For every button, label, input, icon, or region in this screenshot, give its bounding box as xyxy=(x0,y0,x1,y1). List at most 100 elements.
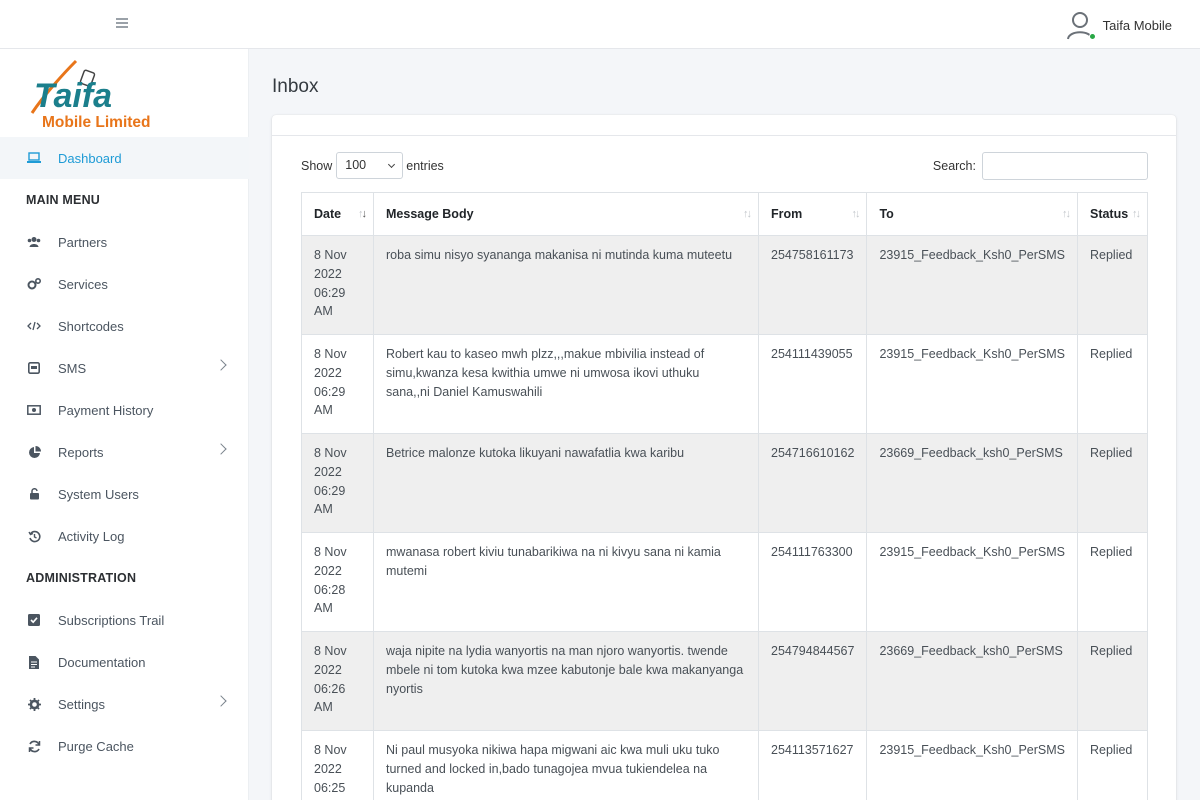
sidebar-item-label: Reports xyxy=(58,444,104,460)
column-header-date[interactable]: Date ↑↓ xyxy=(301,192,374,236)
search-label: Search: xyxy=(932,159,976,173)
cell-from: 254758161173 xyxy=(757,235,868,335)
sidebar-item-documentation[interactable]: Documentation xyxy=(0,641,249,683)
chevron-right-icon xyxy=(215,695,227,707)
user-name[interactable]: Taifa Mobile xyxy=(1102,17,1172,33)
sidebar-item-label: Documentation xyxy=(58,654,146,670)
cell-from: 254716610162 xyxy=(757,433,868,533)
sidebar-item-settings[interactable]: Settings xyxy=(0,683,249,725)
cell-date: 8 Nov 2022 06:29 AM xyxy=(301,235,374,335)
table-row: 8 Nov 2022 06:26 AM waja nipite na lydia… xyxy=(301,631,1149,731)
laptop-icon xyxy=(26,150,42,166)
table-search: Search: xyxy=(933,152,1148,180)
cell-message-body: roba simu nisyo syananga makanisa ni mut… xyxy=(373,235,759,335)
sidebar-item-label: Services xyxy=(58,276,108,292)
column-header-message-body[interactable]: Message Body ↑↓ xyxy=(373,192,759,236)
online-status-dot xyxy=(1088,33,1096,40)
table-header-row: Date ↑↓ Message Body ↑↓ From ↑↓ To ↑↓ Status… xyxy=(301,192,1149,236)
sidebar-item-sms[interactable]: SMS xyxy=(0,347,249,389)
sidebar-item-label: Shortcodes xyxy=(58,318,124,334)
menu-toggle-icon[interactable] xyxy=(114,16,130,32)
gear-icon xyxy=(26,696,42,712)
chevron-down-icon xyxy=(388,160,396,169)
cell-to: 23915_Feedback_Ksh0_PerSMS xyxy=(866,334,1078,434)
cell-message-body: waja nipite na lydia wanyortis na man nj… xyxy=(373,631,759,731)
cell-from: 254111763300 xyxy=(757,532,868,632)
table-row: 8 Nov 2022 06:29 AM roba simu nisyo syan… xyxy=(301,235,1149,335)
file-icon xyxy=(26,654,42,670)
cogs-icon xyxy=(26,276,42,292)
cell-to: 23915_Feedback_Ksh0_PerSMS xyxy=(866,532,1078,632)
sidebar-item-dashboard[interactable]: Dashboard xyxy=(0,137,249,179)
cell-date: 8 Nov 2022 06:29 AM xyxy=(301,334,374,434)
column-header-from[interactable]: From ↑↓ xyxy=(757,192,868,236)
cell-status: Replied xyxy=(1076,631,1149,731)
sort-icon: ↑↓ xyxy=(1132,208,1141,220)
cell-date: 8 Nov 2022 06:28 AM xyxy=(301,532,374,632)
sidebar-item-partners[interactable]: Partners xyxy=(0,221,249,263)
entries-label: entries xyxy=(406,158,444,173)
sidebar-item-reports[interactable]: Reports xyxy=(0,431,249,473)
search-input[interactable] xyxy=(982,152,1148,180)
cell-message-body: Robert kau to kaseo mwh plzz,,,makue mbi… xyxy=(373,334,759,434)
sidebar-item-label: Purge Cache xyxy=(58,738,134,754)
sidebar-item-system-users[interactable]: System Users xyxy=(0,473,249,515)
column-header-to[interactable]: To ↑↓ xyxy=(866,192,1078,236)
sidebar-item-label: Partners xyxy=(58,234,108,250)
cell-to: 23669_Feedback_ksh0_PerSMS xyxy=(866,631,1078,731)
user-menu[interactable]: Taifa Mobile xyxy=(1065,10,1172,40)
table-row: 8 Nov 2022 06:28 AM mwanasa robert kiviu… xyxy=(301,532,1149,632)
sidebar-item-label: System Users xyxy=(58,486,139,502)
users-icon xyxy=(26,234,42,250)
entries-select-value: 100 xyxy=(345,158,367,172)
logo-text-sub: Mobile Limited xyxy=(42,114,151,131)
cell-to: 23915_Feedback_Ksh0_PerSMS xyxy=(866,730,1078,800)
logo-text-main: Taifa xyxy=(34,77,112,115)
cell-date: 8 Nov 2022 06:29 AM xyxy=(301,433,374,533)
page-title: Inbox xyxy=(272,76,319,97)
chevron-right-icon xyxy=(215,359,227,371)
pie-chart-icon xyxy=(26,444,42,460)
chevron-right-icon xyxy=(215,443,227,455)
card-header xyxy=(272,115,1176,136)
cell-message-body: Betrice malonze kutoka likuyani nawafatl… xyxy=(373,433,759,533)
column-header-status[interactable]: Status ↑↓ xyxy=(1076,192,1149,236)
cell-status: Replied xyxy=(1076,532,1149,632)
cell-from: 254113571627 xyxy=(757,730,868,800)
cell-message-body: mwanasa robert kiviu tunabarikiwa na ni … xyxy=(373,532,759,632)
money-icon xyxy=(26,402,42,418)
sidebar-item-shortcodes[interactable]: Shortcodes xyxy=(0,305,249,347)
cell-from: 254794844567 xyxy=(757,631,868,731)
sidebar-item-label: SMS xyxy=(58,360,87,376)
cell-date: 8 Nov 2022 06:25 xyxy=(301,730,374,800)
sidebar: Taifa Mobile Limited Dashboard MAIN MENU… xyxy=(0,49,249,800)
sidebar-menu: Dashboard MAIN MENU Partners Services Sh… xyxy=(0,137,249,767)
cell-status: Replied xyxy=(1076,433,1149,533)
sort-icon: ↑↓ xyxy=(851,208,860,220)
code-icon xyxy=(26,318,42,334)
entries-select[interactable]: 100 xyxy=(336,152,404,179)
sidebar-item-label: Dashboard xyxy=(58,150,122,166)
table-row: 8 Nov 2022 06:25 Ni paul musyoka nikiwa … xyxy=(301,730,1149,800)
sidebar-item-activity-log[interactable]: Activity Log xyxy=(0,515,249,557)
cell-from: 254111439055 xyxy=(757,334,868,434)
inbox-table: Date ↑↓ Message Body ↑↓ From ↑↓ To ↑↓ Status… xyxy=(301,192,1149,800)
user-avatar-icon[interactable] xyxy=(1065,10,1096,40)
sidebar-item-subscriptions-trail[interactable]: Subscriptions Trail xyxy=(0,599,249,641)
sync-icon xyxy=(26,738,42,754)
sort-icon: ↑↓ xyxy=(743,208,752,220)
lock-icon xyxy=(26,486,42,502)
sidebar-item-purge-cache[interactable]: Purge Cache xyxy=(0,725,249,767)
sidebar-item-label: Subscriptions Trail xyxy=(58,612,165,628)
top-navbar: Taifa Mobile xyxy=(0,0,1200,49)
sidebar-item-services[interactable]: Services xyxy=(0,263,249,305)
table-row: 8 Nov 2022 06:29 AM Robert kau to kaseo … xyxy=(301,334,1149,434)
sidebar-item-label: Activity Log xyxy=(58,528,125,544)
cell-status: Replied xyxy=(1076,730,1149,800)
show-label: Show xyxy=(301,158,333,173)
sidebar-item-payment-history[interactable]: Payment History xyxy=(0,389,249,431)
cell-to: 23669_Feedback_ksh0_PerSMS xyxy=(866,433,1078,533)
sms-icon xyxy=(26,360,42,376)
inbox-card: Show 100 entries Search: Date ↑↓ Message … xyxy=(272,115,1176,800)
company-logo[interactable]: Taifa Mobile Limited xyxy=(24,55,174,131)
